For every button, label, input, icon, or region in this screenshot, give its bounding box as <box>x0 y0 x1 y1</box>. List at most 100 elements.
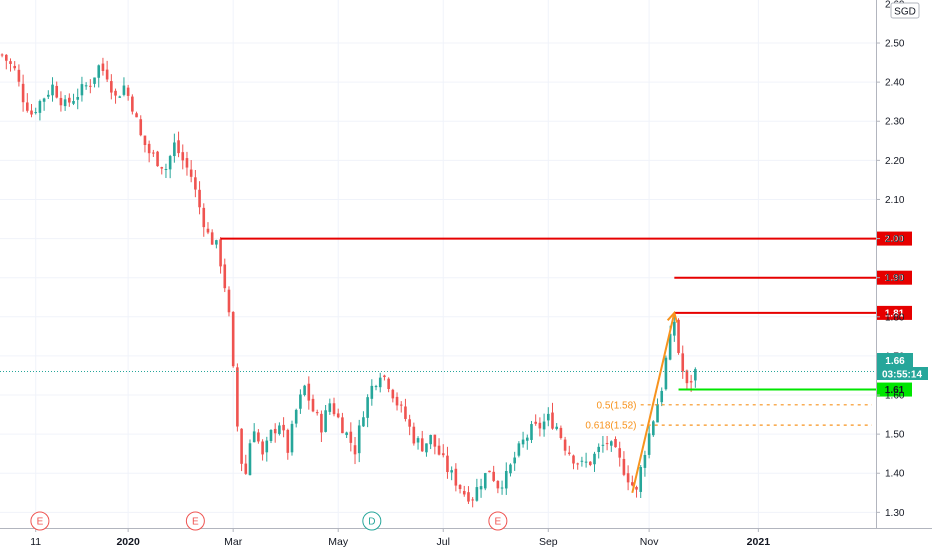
candle-body <box>496 481 500 489</box>
candle-body <box>17 69 21 82</box>
candle-body <box>303 385 306 396</box>
candle-body <box>51 84 54 96</box>
time-axis[interactable]: 11 2020 Mar May Jul Sep Nov 2021 <box>30 528 770 548</box>
earnings-event-marker[interactable] <box>30 511 50 531</box>
last-price-text: 1.66 <box>885 356 905 367</box>
candle-body <box>97 65 101 78</box>
candle-body <box>597 446 601 453</box>
candle-body <box>441 453 445 456</box>
candle-body <box>677 319 680 353</box>
candle-body <box>694 369 697 381</box>
candle-body <box>257 432 260 442</box>
candle-body <box>30 110 33 115</box>
candle-body <box>551 412 554 429</box>
candle-body <box>656 404 659 423</box>
y-tick-label: 2.20 <box>885 156 905 167</box>
candle-body <box>328 403 332 412</box>
fib-level-label: 0.5(1.58) <box>596 400 636 411</box>
candle-body <box>147 143 151 154</box>
earnings-event-label: E <box>37 517 44 528</box>
earnings-event-marker[interactable] <box>185 511 205 531</box>
candle-body <box>610 441 613 446</box>
candle-body <box>626 473 630 483</box>
candle-body <box>152 152 155 154</box>
candle-body <box>588 461 592 465</box>
candle-body <box>345 432 348 436</box>
level-price-label <box>877 382 912 397</box>
candle-body <box>299 394 302 409</box>
candle-body <box>240 428 243 464</box>
candle-body <box>429 434 432 445</box>
candle-body <box>101 63 105 71</box>
candle-body <box>189 169 193 177</box>
candle-body <box>483 473 487 489</box>
candle-body <box>387 378 390 390</box>
candle-body <box>454 468 458 486</box>
candle-body <box>370 385 374 399</box>
candle-body <box>357 425 361 454</box>
countdown-text: 03:55:14 <box>882 370 922 381</box>
currency-badge[interactable] <box>890 2 920 19</box>
candle-body <box>664 357 668 390</box>
candle-body <box>555 426 558 429</box>
trend-arrow[interactable] <box>631 312 676 494</box>
candle-body <box>546 413 550 421</box>
candle-body <box>408 419 411 427</box>
fib-level-label: 0.618(1.52) <box>585 421 636 432</box>
candle-body <box>72 101 75 104</box>
candle-body <box>437 445 441 455</box>
level-price-text: 1.81 <box>885 308 905 319</box>
candle-body <box>84 85 88 87</box>
price-labels: SGD 1.66 03:55:14 <box>877 2 928 381</box>
drawings[interactable]: 2.00 1.90 1.81 1.61 0.5(1.58) 0.618(1.52) <box>0 231 912 494</box>
candle-body <box>42 98 46 102</box>
candle-body <box>471 499 474 501</box>
candle-body <box>652 421 655 436</box>
candle-body <box>404 406 407 419</box>
candle-body <box>458 484 462 490</box>
candle-body <box>311 398 315 412</box>
candle-body <box>164 169 168 171</box>
candle-body <box>118 96 122 98</box>
candle-body <box>324 410 327 432</box>
candle-body <box>219 239 222 267</box>
candle-body <box>412 426 416 444</box>
candle-body <box>425 443 428 453</box>
candle-body <box>525 437 529 441</box>
earnings-event-label: E <box>192 517 199 528</box>
candle-body <box>315 412 319 414</box>
level-price-label <box>877 231 912 246</box>
price-axis[interactable]: 2.502.402.302.202.102.001.901.801.701.60… <box>876 0 905 519</box>
candle-body <box>248 443 252 476</box>
y-tick-label: 1.90 <box>885 273 905 284</box>
y-tick-label: 1.80 <box>885 312 905 323</box>
candle-body <box>576 463 580 465</box>
dividend-event-marker[interactable] <box>362 511 382 531</box>
candle-body <box>567 452 571 454</box>
y-tick-label: 2.30 <box>885 117 905 128</box>
candle-body <box>173 142 176 157</box>
candle-body <box>349 431 353 443</box>
candle-body <box>265 440 269 453</box>
candle-body <box>572 455 575 464</box>
candle-body <box>685 370 689 384</box>
candle-body <box>168 156 172 170</box>
level-price-text: 2.00 <box>885 234 905 245</box>
countdown-label <box>877 367 928 380</box>
earnings-event-marker[interactable] <box>488 511 508 531</box>
candle-body <box>210 232 214 245</box>
y-tick-label: 1.50 <box>885 430 905 441</box>
candle-body <box>194 177 197 190</box>
y-tick-label: 2.10 <box>885 195 905 206</box>
level-price-text: 1.90 <box>885 273 905 284</box>
candle-body <box>513 457 516 464</box>
candle-body <box>639 467 643 492</box>
candlestick-series <box>0 53 697 508</box>
candle-body <box>614 438 617 448</box>
candle-body <box>601 444 605 446</box>
candle-body <box>294 409 298 424</box>
candle-body <box>378 377 382 388</box>
